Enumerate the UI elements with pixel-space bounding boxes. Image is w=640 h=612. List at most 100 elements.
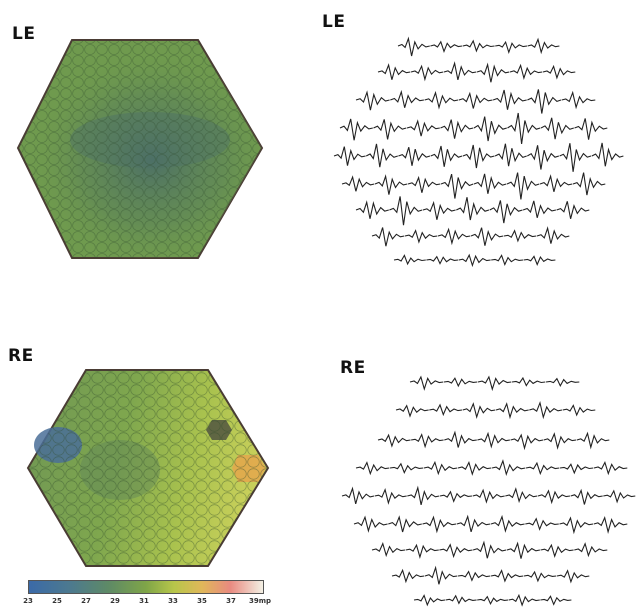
- color-scale-bar: [28, 580, 264, 594]
- waveform-trace: [422, 515, 457, 534]
- waveform-trace: [509, 63, 543, 81]
- waveform-trace: [445, 594, 477, 605]
- waveform-trace: [495, 40, 528, 55]
- waveform-trace: [525, 461, 560, 476]
- waveform-trace: [491, 254, 524, 266]
- waveform-trace: [570, 488, 603, 505]
- waveform-trace: [559, 516, 594, 535]
- le-trace-row: [371, 226, 570, 247]
- le-trace-row: [341, 172, 606, 200]
- le-trace-row: [339, 112, 608, 144]
- waveform-trace: [536, 226, 570, 244]
- waveform-trace: [507, 112, 541, 144]
- re-trace-row: [341, 485, 636, 506]
- le-trace-row: [393, 253, 556, 268]
- re-map-label: RE: [8, 346, 34, 366]
- le-hexagon-map: [16, 39, 264, 259]
- waveform-trace: [523, 255, 556, 266]
- waveform-trace: [490, 514, 525, 533]
- waveform-trace: [355, 200, 389, 219]
- waveform-trace: [529, 400, 563, 420]
- waveform-trace: [393, 254, 426, 266]
- waveform-trace: [545, 377, 580, 388]
- waveform-trace: [407, 175, 441, 193]
- waveform-trace: [439, 490, 473, 503]
- waveform-trace: [508, 593, 540, 607]
- waveform-trace: [572, 172, 606, 196]
- waveform-trace: [462, 39, 495, 53]
- scale-tick: 27: [81, 597, 91, 605]
- waveform-trace: [353, 515, 388, 533]
- waveform-trace: [477, 375, 512, 392]
- waveform-trace: [495, 402, 529, 420]
- waveform-trace: [527, 89, 562, 114]
- waveform-trace: [543, 432, 577, 450]
- waveform-trace: [542, 64, 576, 80]
- waveform-trace: [494, 143, 527, 167]
- le-trace-row: [377, 61, 576, 83]
- waveform-trace: [457, 461, 492, 476]
- waveform-trace: [409, 375, 444, 391]
- waveform-trace: [397, 36, 430, 57]
- waveform-trace: [371, 542, 406, 558]
- re-trace-label: RE: [340, 358, 366, 378]
- scale-tick: 33: [168, 597, 178, 605]
- waveform-trace: [440, 119, 474, 139]
- waveform-trace: [561, 90, 596, 110]
- waveform-trace: [373, 119, 407, 140]
- waveform-trace: [537, 489, 571, 505]
- waveform-trace: [491, 459, 526, 477]
- waveform-trace: [506, 541, 541, 559]
- le-trace-row: [333, 142, 624, 172]
- waveform-trace: [522, 200, 557, 218]
- waveform-trace: [341, 175, 375, 192]
- color-scale-ticks: 23 25 27 29 31 33 35 37 39mp: [20, 597, 272, 609]
- waveform-trace: [413, 594, 446, 607]
- re-trace-row: [391, 565, 590, 585]
- le-map-label: LE: [12, 24, 36, 44]
- waveform-trace: [603, 489, 636, 504]
- waveform-trace: [406, 119, 440, 137]
- waveform-trace: [559, 143, 592, 172]
- scale-tick: 39mp: [248, 597, 272, 605]
- waveform-trace: [505, 487, 538, 504]
- waveform-trace: [457, 570, 491, 582]
- waveform-trace: [424, 565, 458, 585]
- waveform-trace: [540, 117, 574, 140]
- waveform-trace: [492, 89, 527, 110]
- waveform-trace: [539, 174, 573, 192]
- waveform-trace: [489, 200, 523, 224]
- waveform-trace: [391, 568, 425, 584]
- waveform-trace: [503, 229, 537, 243]
- re-hexagon-map: [26, 369, 270, 567]
- re-trace-row: [409, 375, 580, 392]
- waveform-trace: [540, 543, 574, 558]
- waveform-trace: [377, 433, 411, 448]
- waveform-trace: [472, 540, 507, 559]
- le-trace-label: LE: [322, 12, 346, 32]
- waveform-trace: [473, 116, 507, 142]
- scale-tick: 23: [23, 597, 33, 605]
- scale-tick: 25: [52, 597, 62, 605]
- waveform-trace: [355, 90, 390, 111]
- waveform-trace: [439, 543, 473, 559]
- waveform-trace: [562, 404, 596, 417]
- waveform-trace: [333, 146, 366, 166]
- waveform-trace: [559, 463, 594, 475]
- re-trace-row: [395, 400, 596, 420]
- waveform-trace: [574, 542, 608, 558]
- waveform-trace: [477, 431, 510, 449]
- re-trace-row: [413, 593, 572, 607]
- waveform-trace: [429, 403, 463, 417]
- waveform-trace: [458, 91, 493, 109]
- waveform-trace: [477, 595, 509, 606]
- waveform-trace: [527, 37, 560, 55]
- waveform-trace: [556, 569, 590, 584]
- waveform-trace: [506, 172, 540, 200]
- waveform-trace: [440, 173, 474, 199]
- waveform-trace: [371, 227, 405, 247]
- waveform-trace: [470, 227, 504, 246]
- waveform-trace: [374, 174, 408, 195]
